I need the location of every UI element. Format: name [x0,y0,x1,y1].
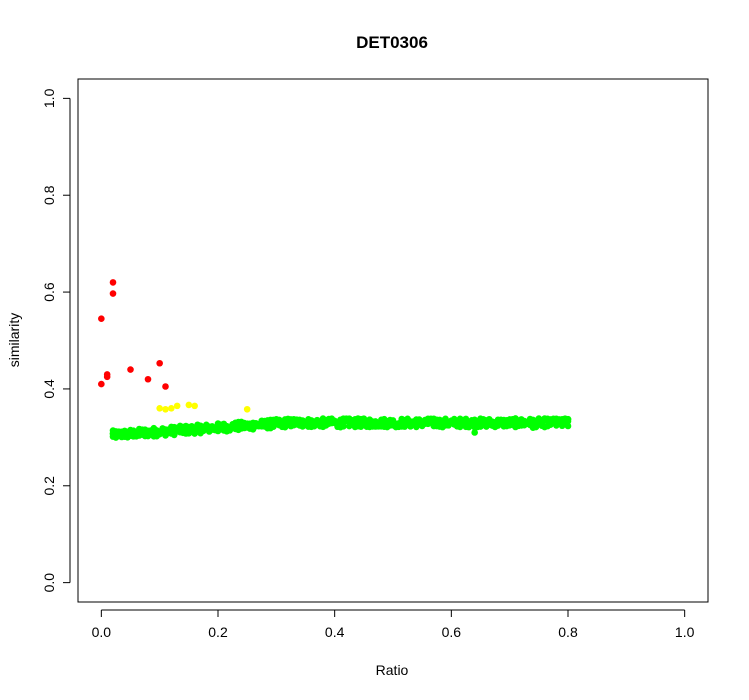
data-points [98,279,572,441]
x-tick-label: 0.4 [325,624,345,640]
x-tick-label: 0.0 [92,624,112,640]
data-point [564,415,572,423]
data-point [109,279,117,286]
x-tick-label: 1.0 [675,624,695,640]
data-point [98,380,105,388]
chart-title: DET0306 [356,33,428,52]
y-tick-label: 0.8 [41,185,57,205]
plot-frame [77,78,709,603]
data-point [564,422,572,430]
x-axis: 0.0 0.2 0.4 0.6 0.8 1.0 [92,609,695,640]
data-point [173,402,181,410]
x-tick-label: 0.6 [442,624,462,640]
data-point [115,431,123,439]
y-tick-label: 0.6 [41,282,57,302]
x-tick-label: 0.2 [208,624,228,640]
data-point [103,373,111,381]
data-point [127,366,134,373]
y-tick-label: 0.0 [41,573,57,593]
data-point [185,401,193,409]
y-tick-label: 0.2 [41,476,57,496]
data-point [156,404,163,412]
data-point [156,359,163,367]
data-point [462,415,470,423]
x-axis-label: Ratio [376,662,409,678]
y-axis: 0.0 0.2 0.4 0.6 0.8 1.0 [41,88,71,593]
data-point [191,402,198,410]
data-point [98,315,105,323]
data-point [109,290,117,297]
y-axis-label: similarity [6,313,22,367]
y-tick-label: 0.4 [41,379,57,399]
data-point [243,405,251,413]
y-tick-label: 1.0 [41,88,57,108]
x-tick-label: 0.8 [558,624,578,640]
data-point [471,429,478,436]
data-point [144,375,152,383]
data-point [162,383,169,390]
data-point [529,424,537,431]
data-point [162,405,169,413]
data-point [168,404,175,412]
